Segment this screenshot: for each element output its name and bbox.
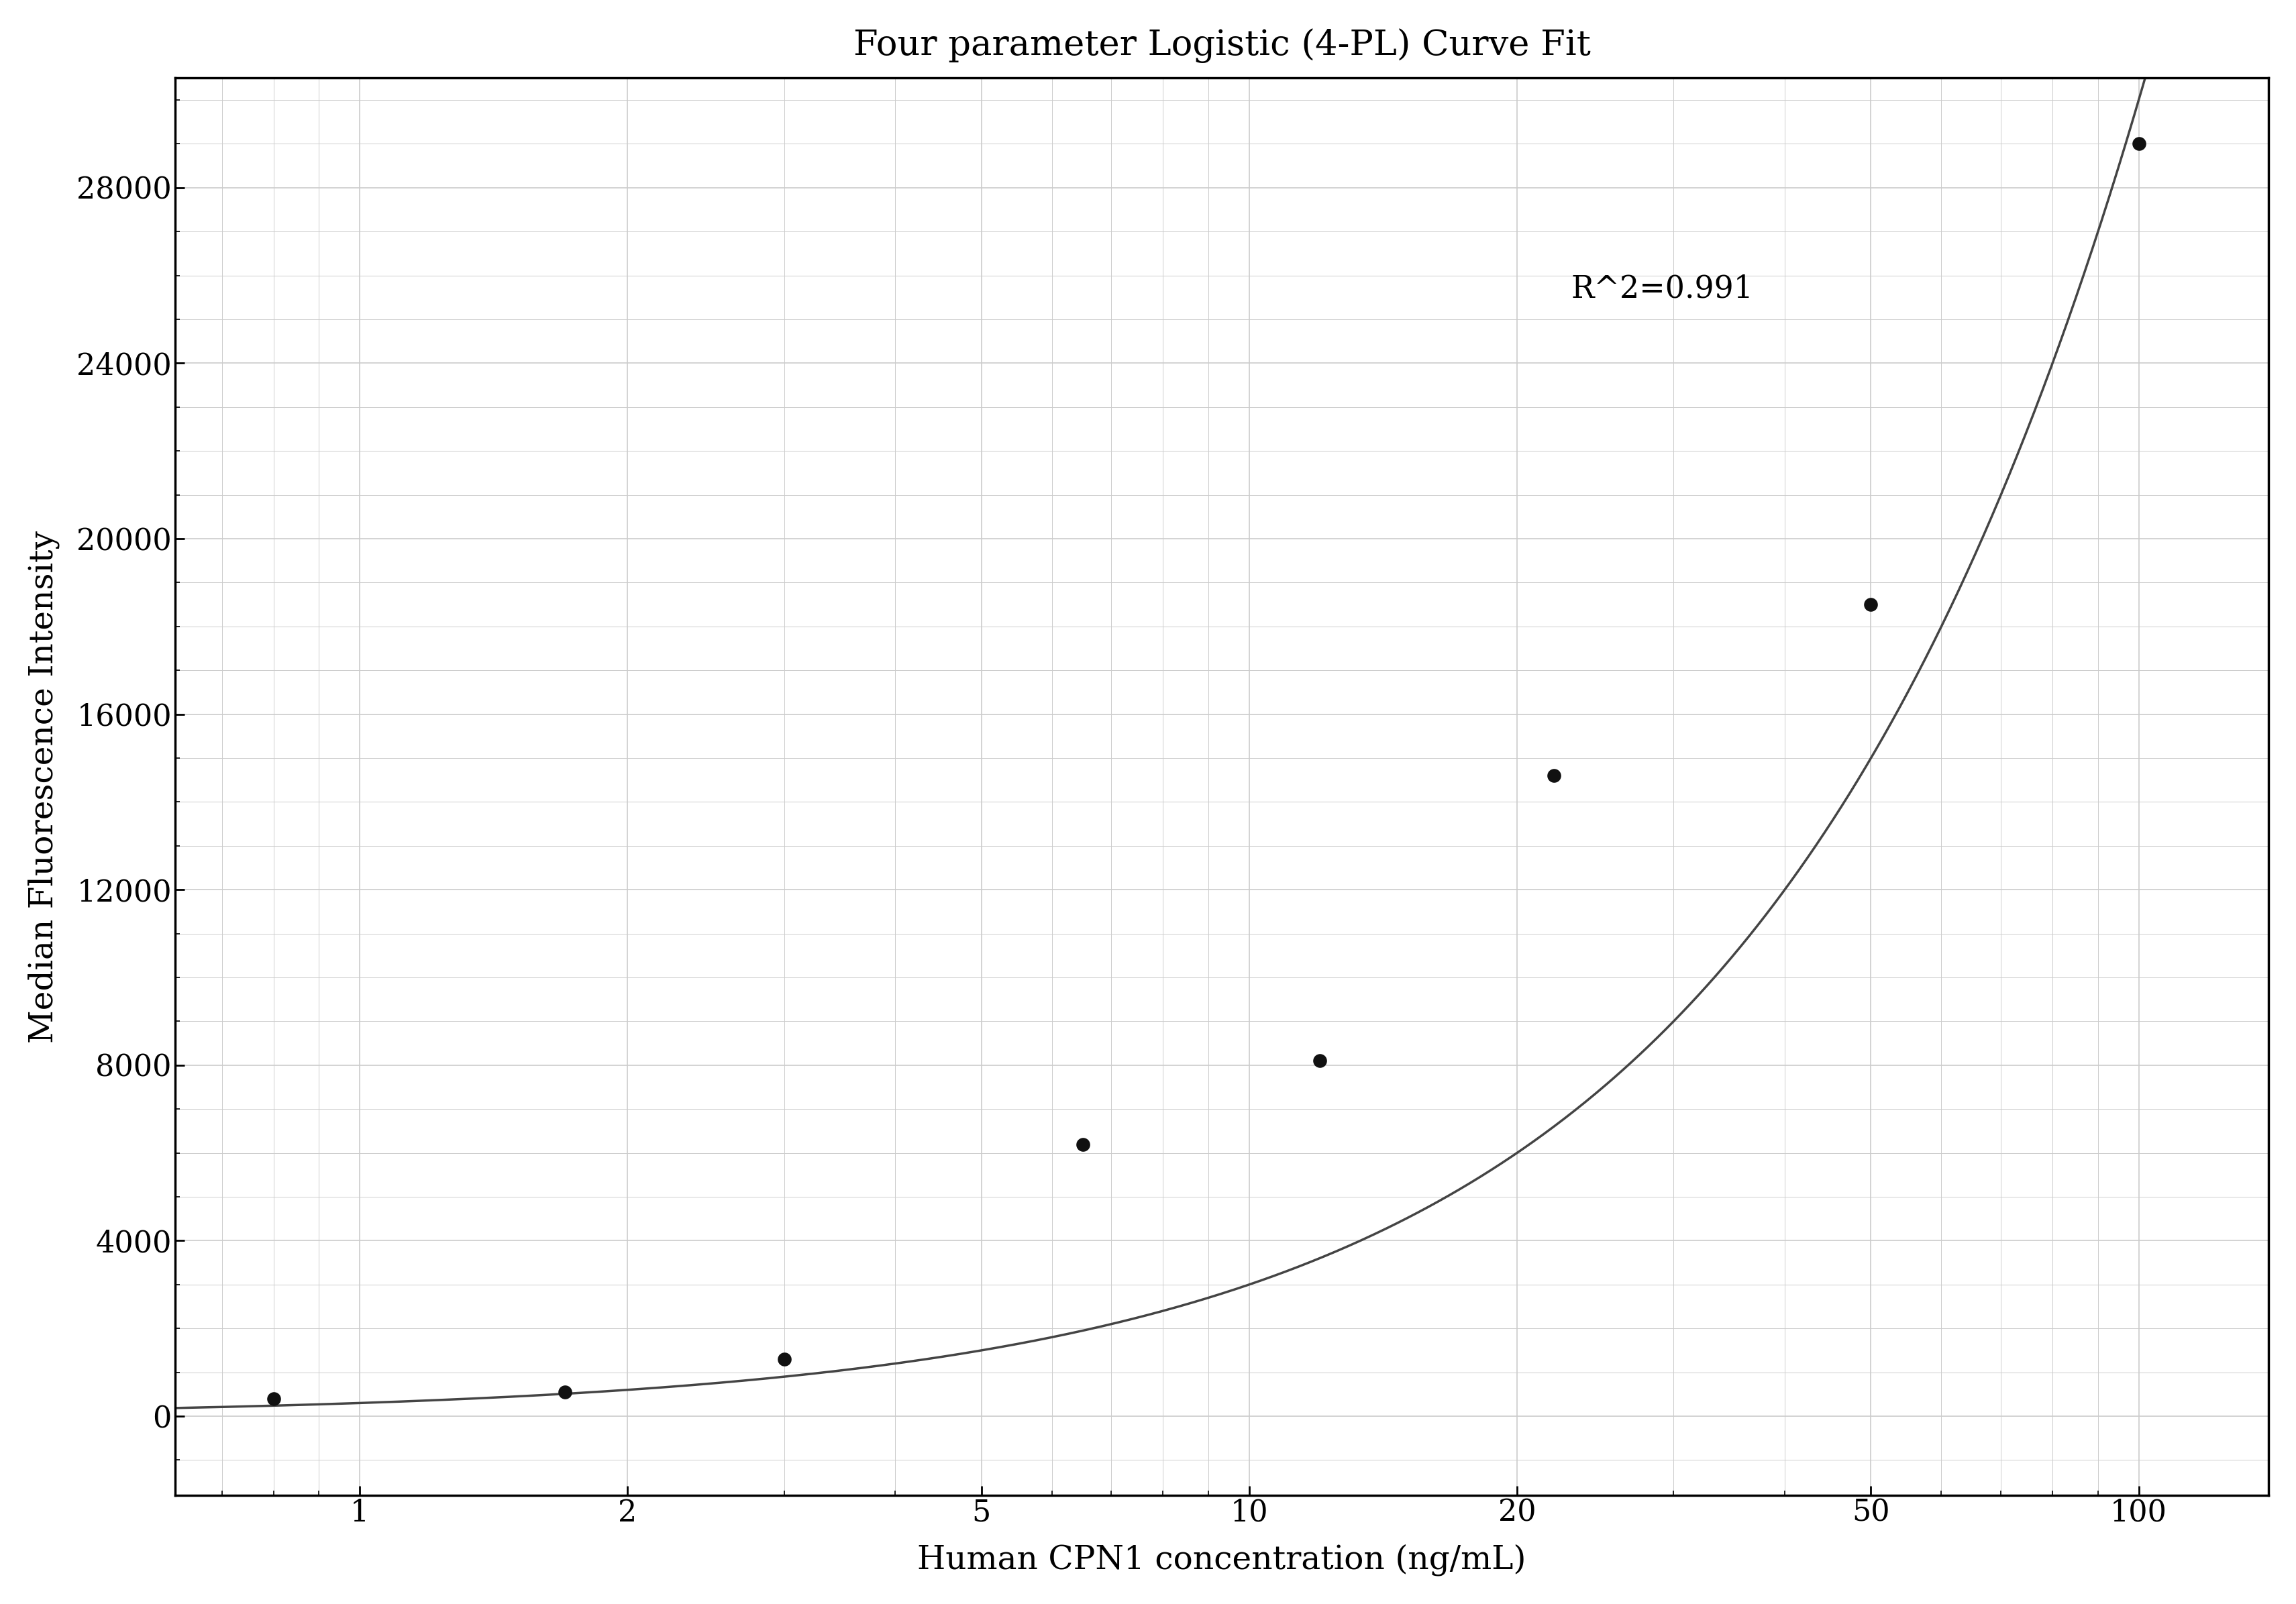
Point (765, 1346, 801, 1371)
Point (1853, 592, 1890, 618)
Point (1302, 1047, 1339, 1073)
Y-axis label: Median Fluorescence Intensity: Median Fluorescence Intensity (28, 531, 60, 1043)
Text: R^2=0.991: R^2=0.991 (1570, 274, 1752, 305)
Point (255, 1386, 292, 1412)
Point (1536, 764, 1573, 789)
Point (2119, 132, 2156, 157)
Point (546, 1379, 583, 1405)
Title: Four parameter Logistic (4-PL) Curve Fit: Four parameter Logistic (4-PL) Curve Fit (852, 27, 1591, 63)
X-axis label: Human CPN1 concentration (ng/mL): Human CPN1 concentration (ng/mL) (916, 1545, 1527, 1577)
Point (1063, 1131, 1100, 1156)
